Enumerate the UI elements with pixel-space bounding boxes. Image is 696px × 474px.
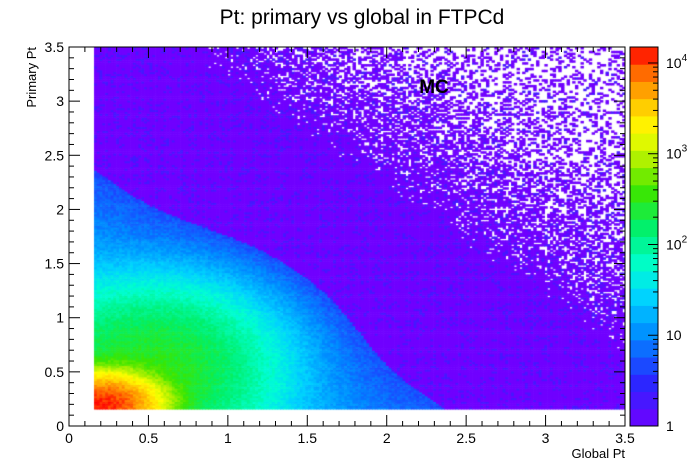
colorbar-segment <box>630 184 658 203</box>
x-tick-label: 0.5 <box>139 430 159 446</box>
colorbar-segment <box>630 374 658 393</box>
colorbar-segment <box>630 322 658 341</box>
x-axis-title: Global Pt <box>572 446 626 461</box>
colorbar-segment <box>630 64 658 82</box>
x-tick-label: 1.5 <box>298 430 318 446</box>
colorbar-tick-label: 10 <box>666 327 682 343</box>
y-tick-label: 2 <box>56 201 64 217</box>
chart-title: Pt: primary vs global in FTPCd <box>220 6 505 29</box>
x-axis: 0 0.5 1 1.5 2 2.5 3 3.5 <box>65 47 635 446</box>
colorbar-segment <box>630 357 658 375</box>
colorbar-tick-label: 102 <box>666 234 688 252</box>
colorbar-segment <box>630 98 658 117</box>
colorbar-segment <box>630 133 658 151</box>
x-tick-label: 2.5 <box>456 430 476 446</box>
colorbar-segment <box>630 391 658 410</box>
colorbar-segment <box>630 115 658 134</box>
plot-frame <box>68 46 626 427</box>
colorbar-segment <box>630 270 658 289</box>
y-tick-label: 0.5 <box>45 364 65 380</box>
colorbar-segment <box>630 305 658 324</box>
colorbar-tick-label: 1 <box>666 418 674 434</box>
heatmap-cells <box>69 47 625 426</box>
x-tick-label: 2 <box>383 430 391 446</box>
colorbar-segment <box>630 253 658 272</box>
colorbar-tick-label: 104 <box>666 53 688 71</box>
x-tick-label: 3 <box>542 430 550 446</box>
color-scale-bar: 1 10 102 103 104 <box>629 46 688 434</box>
y-tick-label: 0 <box>56 418 64 434</box>
x-tick-label: 0 <box>65 430 73 446</box>
y-axis-title: Primary Pt <box>24 47 39 108</box>
colorbar-segment <box>630 202 658 220</box>
colorbar-segment <box>630 288 658 306</box>
y-tick-label: 1.5 <box>45 256 65 272</box>
y-tick-label: 3 <box>56 93 64 109</box>
colorbar-segment <box>630 167 658 186</box>
colorbar-tick-label: 103 <box>666 144 688 162</box>
colorbar-segment <box>630 236 658 255</box>
colorbar-segment <box>630 81 658 100</box>
y-axis: 0 0.5 1 1.5 2 2.5 3 3.5 <box>45 39 625 434</box>
x-tick-label: 1 <box>224 430 232 446</box>
x-tick-label: 3.5 <box>615 430 635 446</box>
y-tick-label: 2.5 <box>45 147 65 163</box>
colorbar-frame <box>629 46 659 427</box>
y-tick-label: 3.5 <box>45 39 65 55</box>
y-tick-label: 1 <box>56 310 64 326</box>
colorbar-segment <box>630 408 658 427</box>
colorbar-segment <box>630 219 658 237</box>
mc-annotation: MC <box>419 77 449 98</box>
colorbar-segment <box>630 150 658 169</box>
colorbar-segment <box>630 47 658 65</box>
colorbar-segment <box>630 339 658 358</box>
